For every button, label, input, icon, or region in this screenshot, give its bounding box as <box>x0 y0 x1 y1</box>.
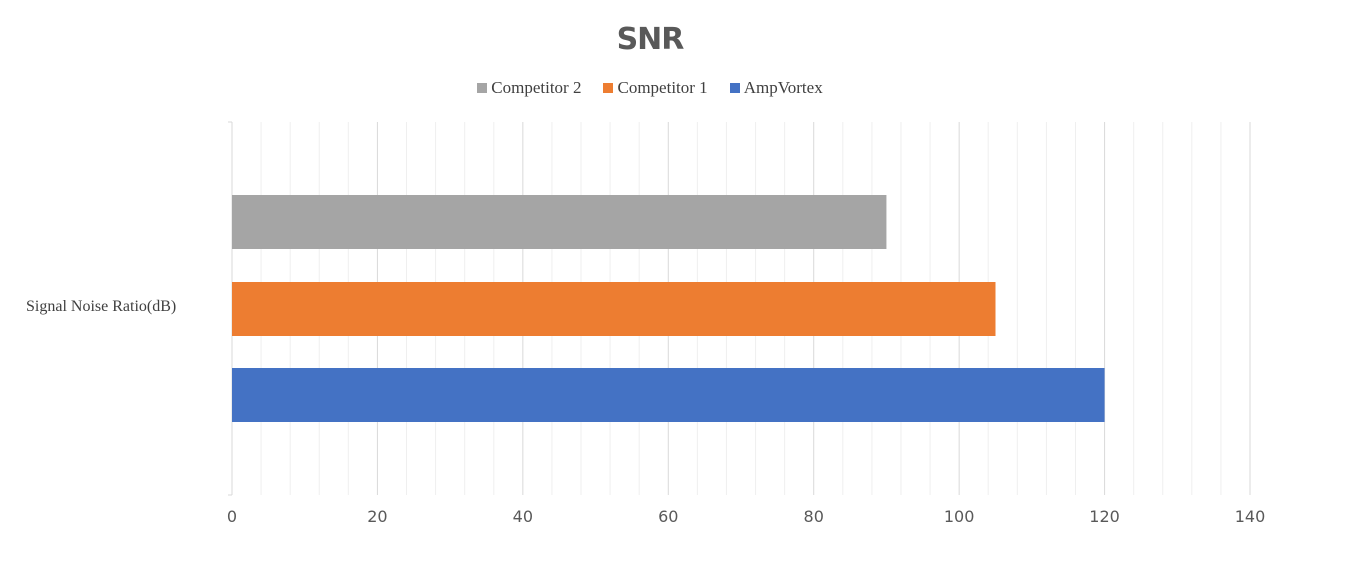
legend-item: Competitor 2 <box>477 78 581 98</box>
x-tick-label: 80 <box>804 507 824 526</box>
x-tick-label: 0 <box>227 507 237 526</box>
legend-item: Competitor 1 <box>603 78 708 98</box>
x-tick-label: 100 <box>944 507 975 526</box>
legend-label: Competitor 2 <box>491 78 582 97</box>
legend-swatch <box>603 83 614 93</box>
x-tick-label: 60 <box>658 507 678 526</box>
legend-label: Competitor 1 <box>617 78 708 97</box>
x-tick-label: 20 <box>367 507 387 526</box>
chart-title: SNR <box>616 22 685 57</box>
legend: Competitor 2 Competitor 1 AmpVortex <box>0 78 1300 98</box>
legend-label: AmpVortex <box>743 78 823 97</box>
bar-competitor-2 <box>232 195 887 249</box>
bar-ampvortex <box>232 368 1105 422</box>
legend-item: AmpVortex <box>729 78 823 98</box>
x-tick-label: 140 <box>1235 507 1266 526</box>
category-label: Signal Noise Ratio(dB) <box>26 298 177 315</box>
bar-competitor-1 <box>232 282 996 336</box>
x-tick-label: 120 <box>1089 507 1120 526</box>
legend-swatch <box>477 83 488 93</box>
legend-swatch <box>729 83 740 93</box>
x-tick-label: 40 <box>513 507 533 526</box>
